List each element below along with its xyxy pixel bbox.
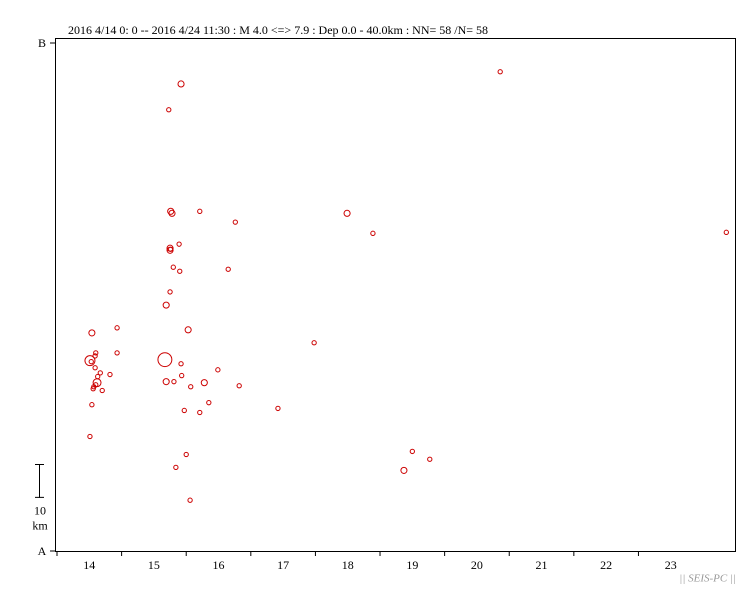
scale-bar-length: 10 xyxy=(34,504,46,518)
event-marker xyxy=(170,264,176,270)
x-tick-label: 22 xyxy=(600,558,612,572)
scale-bar-unit: km xyxy=(32,519,48,533)
event-marker xyxy=(97,370,103,376)
event-marker xyxy=(232,219,238,225)
x-tick-label: 21 xyxy=(536,558,548,572)
event-marker xyxy=(197,208,203,214)
event-marker xyxy=(95,373,101,380)
event-marker xyxy=(167,207,175,215)
event-marker xyxy=(215,367,221,373)
event-marker xyxy=(99,387,105,394)
event-marker xyxy=(88,329,96,337)
event-marker xyxy=(84,355,96,367)
chart-title: 2016 4/14 0: 0 -- 2016 4/24 11:30 : M 4.… xyxy=(68,23,488,37)
event-marker xyxy=(723,229,729,235)
event-marker xyxy=(162,301,170,309)
event-marker xyxy=(311,340,317,346)
event-marker xyxy=(177,80,185,88)
x-tick-label: 23 xyxy=(665,558,677,572)
event-marker xyxy=(173,464,179,470)
event-marker xyxy=(171,379,177,385)
event-marker xyxy=(400,466,408,474)
x-tick-label: 19 xyxy=(406,558,418,572)
event-marker xyxy=(206,400,212,406)
event-marker xyxy=(93,382,99,388)
event-marker xyxy=(178,361,184,367)
event-marker xyxy=(200,379,208,387)
event-marker xyxy=(184,326,192,334)
event-marker xyxy=(343,209,351,217)
event-marker xyxy=(92,365,98,371)
event-marker xyxy=(107,371,113,378)
event-marker xyxy=(93,350,99,356)
watermark: || SEIS-PC || xyxy=(679,573,736,585)
event-marker xyxy=(88,359,94,365)
event-marker xyxy=(409,448,415,455)
x-tick-label: 15 xyxy=(148,558,160,572)
event-marker xyxy=(157,352,173,368)
x-tick-label: 17 xyxy=(277,558,289,572)
event-marker xyxy=(89,402,95,408)
event-marker xyxy=(497,69,503,75)
event-marker xyxy=(225,266,231,272)
event-marker xyxy=(167,289,173,295)
y-tick-label: B xyxy=(38,36,46,50)
x-tick-label: 18 xyxy=(342,558,354,572)
event-marker xyxy=(183,451,189,458)
event-marker xyxy=(92,353,98,359)
event-marker xyxy=(197,409,203,416)
event-marker xyxy=(275,405,281,412)
event-marker xyxy=(114,325,120,331)
event-marker xyxy=(236,383,242,389)
event-marker xyxy=(427,456,433,462)
event-marker xyxy=(188,384,194,390)
y-tick-label: A xyxy=(38,544,47,558)
x-tick-label: 14 xyxy=(83,558,95,572)
plot-frame xyxy=(55,38,736,552)
event-marker xyxy=(162,378,170,386)
event-marker xyxy=(187,497,193,503)
x-tick-label: 20 xyxy=(471,558,483,572)
event-marker xyxy=(179,372,185,379)
event-marker xyxy=(166,107,172,113)
event-marker xyxy=(87,433,93,440)
event-marker xyxy=(370,230,376,236)
event-marker xyxy=(176,241,182,247)
event-marker xyxy=(114,350,120,356)
x-tick-label: 16 xyxy=(213,558,225,572)
event-marker xyxy=(177,268,183,274)
event-marker xyxy=(168,209,176,217)
event-marker xyxy=(181,407,187,414)
event-marker xyxy=(168,246,174,252)
